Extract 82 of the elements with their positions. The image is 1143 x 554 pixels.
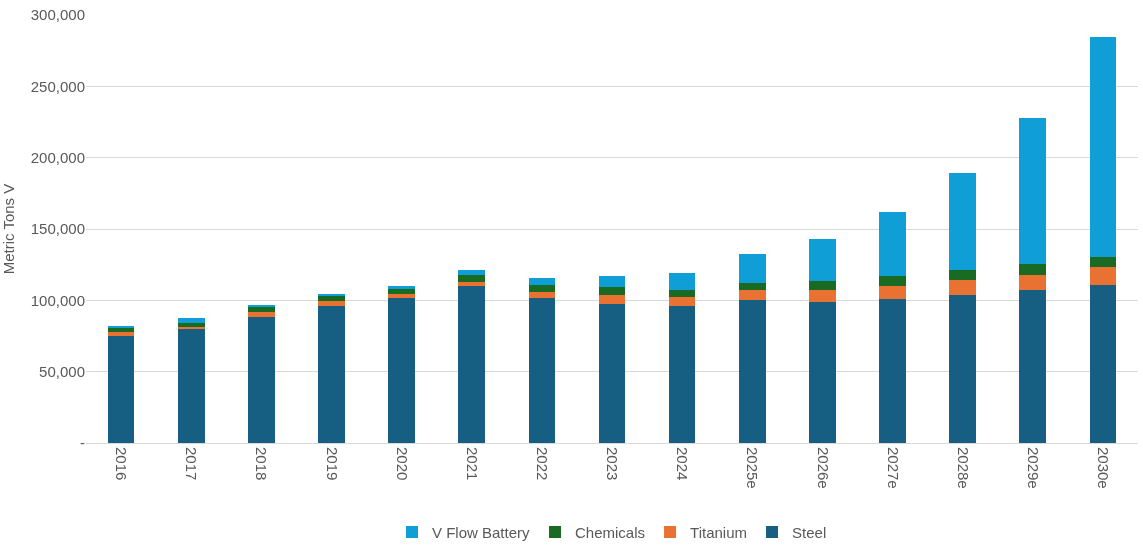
legend-label: Steel xyxy=(792,523,827,541)
legend-label: Chemicals xyxy=(575,523,646,541)
x-tick-label: 2030e xyxy=(1095,447,1113,489)
bar xyxy=(879,298,906,443)
x-tick-label: 2020 xyxy=(393,447,411,481)
x-tick-label: 2023 xyxy=(604,447,622,481)
bar xyxy=(107,336,135,443)
bar xyxy=(318,293,345,297)
bar xyxy=(809,281,836,291)
bar xyxy=(949,173,976,271)
bar xyxy=(879,276,906,287)
bar xyxy=(177,323,205,328)
bar xyxy=(738,253,766,283)
y-tick-label: - xyxy=(80,434,85,452)
y-tick-label: 200,000 xyxy=(30,148,85,166)
bar xyxy=(879,286,906,299)
x-tick-label: 2029e xyxy=(1024,447,1042,489)
x-tick-label: 2017 xyxy=(183,447,201,481)
bar xyxy=(388,293,415,299)
bar xyxy=(388,298,415,443)
bar xyxy=(738,282,766,291)
bar xyxy=(809,290,836,302)
bar xyxy=(458,274,486,282)
x-tick-label: 2028e xyxy=(954,447,972,489)
bar xyxy=(318,306,345,443)
bar xyxy=(949,270,976,281)
bar xyxy=(458,270,486,275)
bar xyxy=(1019,263,1047,275)
bar xyxy=(598,295,626,304)
bar xyxy=(1019,274,1047,291)
bar xyxy=(1019,118,1047,264)
bar xyxy=(598,276,626,288)
bar xyxy=(668,297,696,307)
bar xyxy=(949,280,976,295)
bar xyxy=(598,287,626,296)
legend-label: V Flow Battery xyxy=(432,523,531,541)
bar xyxy=(528,291,556,299)
bar xyxy=(177,328,205,443)
x-tick-label: 2016 xyxy=(113,447,131,481)
bar xyxy=(1089,256,1117,267)
bar xyxy=(809,301,836,443)
bar xyxy=(248,307,275,312)
y-tick-label: 50,000 xyxy=(39,362,85,380)
bar xyxy=(458,281,486,287)
x-tick-label: 2024 xyxy=(674,447,692,481)
bar xyxy=(528,284,556,292)
bar xyxy=(1089,266,1117,285)
bar xyxy=(598,303,626,443)
y-axis-title: Metric Tons V xyxy=(0,183,17,275)
bar xyxy=(1089,37,1117,257)
bar xyxy=(318,301,345,307)
bar xyxy=(528,298,556,443)
y-tick-label: 300,000 xyxy=(30,6,85,24)
bar xyxy=(177,318,205,324)
x-tick-label: 2018 xyxy=(253,447,271,481)
bar xyxy=(388,288,415,294)
bar xyxy=(738,290,766,301)
bar xyxy=(879,211,906,277)
bar xyxy=(738,300,766,443)
bar xyxy=(1089,284,1117,443)
legend-label: Titanium xyxy=(690,523,748,541)
bar xyxy=(1019,290,1047,443)
bar xyxy=(458,286,486,443)
y-tick-label: 250,000 xyxy=(30,77,85,95)
x-tick-label: 2025e xyxy=(744,447,762,489)
bar xyxy=(668,272,696,290)
bar xyxy=(809,238,836,282)
x-tick-label: 2021 xyxy=(463,447,481,481)
bar xyxy=(949,294,976,443)
bar xyxy=(107,328,135,333)
bar xyxy=(248,317,275,443)
bar xyxy=(388,286,415,289)
bar xyxy=(107,332,135,336)
y-tick-label: 100,000 xyxy=(30,291,85,309)
bar xyxy=(668,306,696,443)
x-tick-label: 2027e xyxy=(884,447,902,489)
x-tick-label: 2022 xyxy=(533,447,551,481)
bar xyxy=(528,277,556,285)
y-tick-label: 150,000 xyxy=(30,220,85,238)
bar xyxy=(318,296,345,302)
x-tick-label: 2019 xyxy=(323,447,341,481)
x-tick-label: 2026e xyxy=(814,447,832,489)
